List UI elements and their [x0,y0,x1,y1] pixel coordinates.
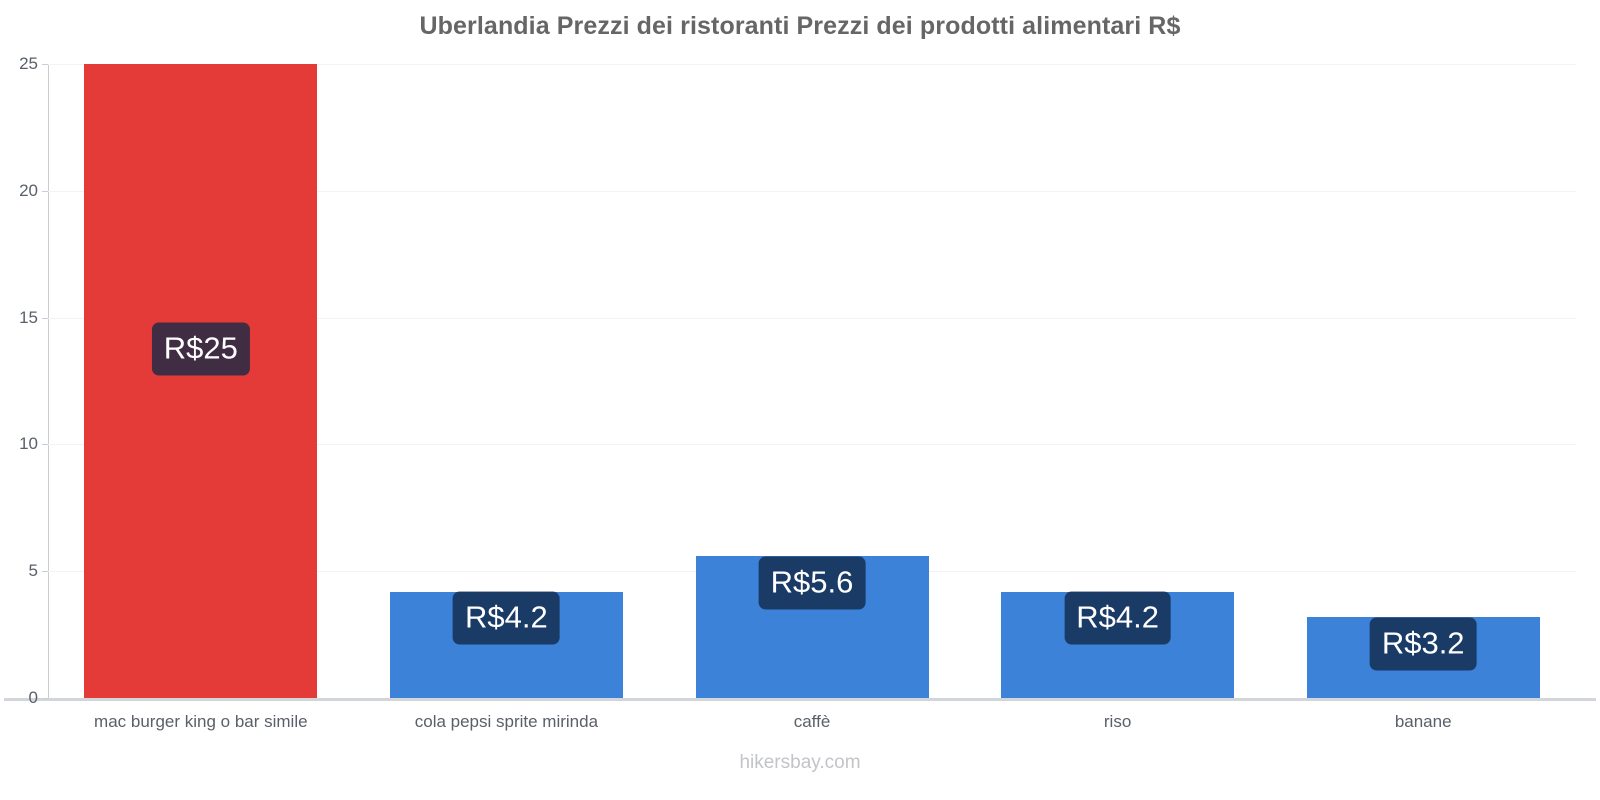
y-axis-tick-mark [42,571,48,573]
gridline [48,317,1576,319]
x-axis-tick-label: banane [1394,712,1452,731]
y-axis-tick-label: 5 [28,561,38,581]
chart-title: Uberlandia Prezzi dei ristoranti Prezzi … [419,12,1181,40]
y-axis-line [48,64,49,698]
y-axis-tick-label: 15 [19,307,38,327]
bar[interactable] [84,64,318,698]
y-axis-tick-mark [42,64,48,65]
y-axis-tick-mark [42,190,48,192]
y-axis-tick-label: 0 [28,688,38,707]
footer-watermark: hikersbay.com [739,752,861,773]
plot-area: R$25 R$4.2 R$5.6 R$4.2 R$3.2 [48,64,1576,698]
gridline [48,444,1576,446]
bar-value-label: R$5.6 [758,556,866,610]
x-axis-tick-label: caffè [793,712,831,731]
y-axis-tick-mark [42,444,48,446]
gridline [48,190,1576,192]
x-axis-tick-label: cola pepsi sprite mirinda [414,712,599,731]
bar-value-label: R$4.2 [1064,591,1171,645]
x-axis-tick-label: riso [1103,712,1132,731]
bar-value-label: R$3.2 [1369,617,1477,671]
y-axis-tick-mark [42,317,48,319]
bar-value-label: R$25 [151,322,250,376]
y-axis-tick-label: 20 [19,180,38,200]
y-axis-tick-label: 25 [19,54,38,73]
x-axis-line [4,698,1596,701]
gridline [48,64,1576,65]
y-axis-tick-mark [42,698,48,699]
y-axis-tick-label: 10 [19,434,38,454]
x-axis-tick-label: mac burger king o bar simile [94,712,308,731]
bar-value-label: R$4.2 [453,591,560,645]
